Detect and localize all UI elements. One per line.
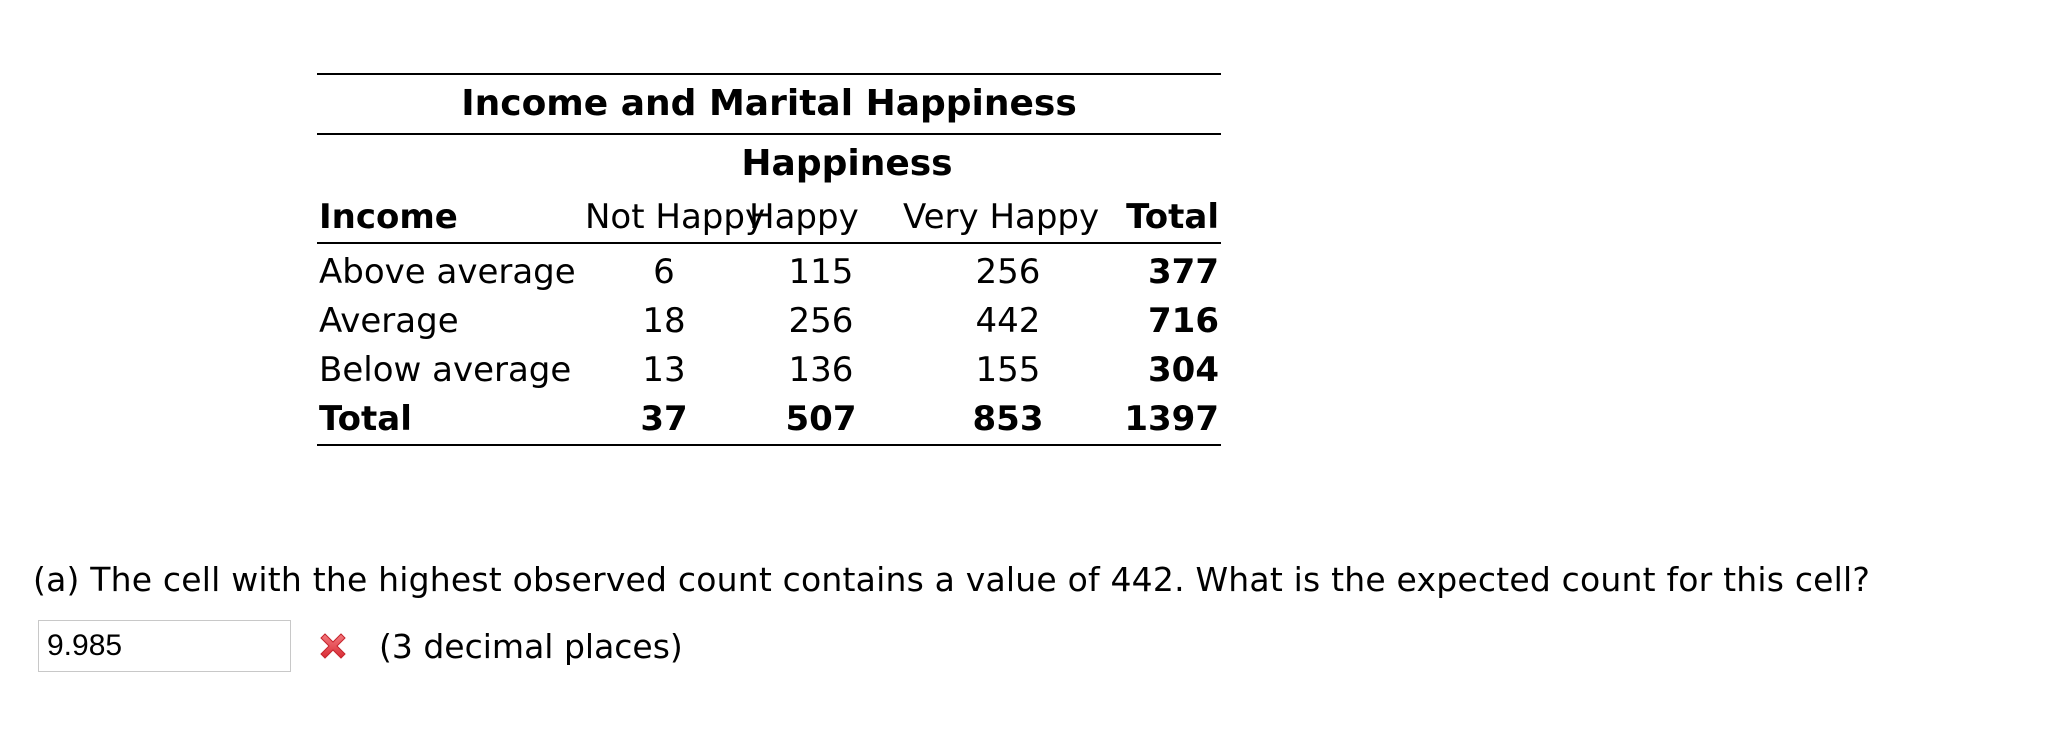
cell-value: 18 [642,301,686,341]
table-row: Below average 13 136 155 304 [317,346,1221,395]
column-total: 37 [640,399,688,439]
column-header-not-happy: Not Happy [585,197,766,237]
answer-row: (3 decimal places) [38,618,683,674]
cell-value: 442 [975,301,1041,341]
row-label: Below average [319,350,572,390]
cell-value: 256 [975,252,1041,292]
cell-value: 6 [653,252,675,292]
total-row: Total 37 507 853 1397 [317,395,1221,444]
happiness-group-header: Happiness [741,143,953,184]
row-label: Average [319,301,459,341]
table-row: Average 18 256 442 716 [317,297,1221,346]
table-bottom-rule [317,444,1221,446]
incorrect-x-icon [320,633,346,659]
decimal-places-hint: (3 decimal places) [379,626,683,666]
cell-value: 136 [788,350,854,390]
column-header-income: Income [319,197,458,237]
row-label: Above average [319,252,576,292]
row-total: 377 [1148,252,1219,292]
total-row-label: Total [319,399,412,439]
cell-value: 115 [788,252,854,292]
column-header-row: Income Not Happy Happy Very Happy Total [317,193,1221,242]
cell-value: 155 [975,350,1041,390]
answer-input[interactable] [38,620,291,672]
question-text: (a) The cell with the highest observed c… [33,560,1871,599]
row-total: 304 [1148,350,1219,390]
title-rule [317,133,1221,135]
contingency-table: Income and Marital Happiness Happiness I… [317,73,1221,446]
column-total: 853 [972,399,1044,439]
row-total: 716 [1148,301,1219,341]
column-total: 507 [785,399,857,439]
column-header-happy: Happy [749,197,859,237]
cell-value: 13 [642,350,686,390]
header-rule [317,242,1221,244]
cell-value: 256 [788,301,854,341]
table-row: Above average 6 115 256 377 [317,248,1221,297]
table-body: Happiness Income Not Happy Happy Very Ha… [317,135,1221,446]
column-header-total: Total [1126,197,1219,237]
grand-total: 1397 [1124,399,1219,439]
table-top-rule [317,73,1221,75]
group-header-row: Happiness [317,135,1221,193]
column-header-very-happy: Very Happy [903,197,1100,237]
table-title: Income and Marital Happiness [461,83,1077,124]
